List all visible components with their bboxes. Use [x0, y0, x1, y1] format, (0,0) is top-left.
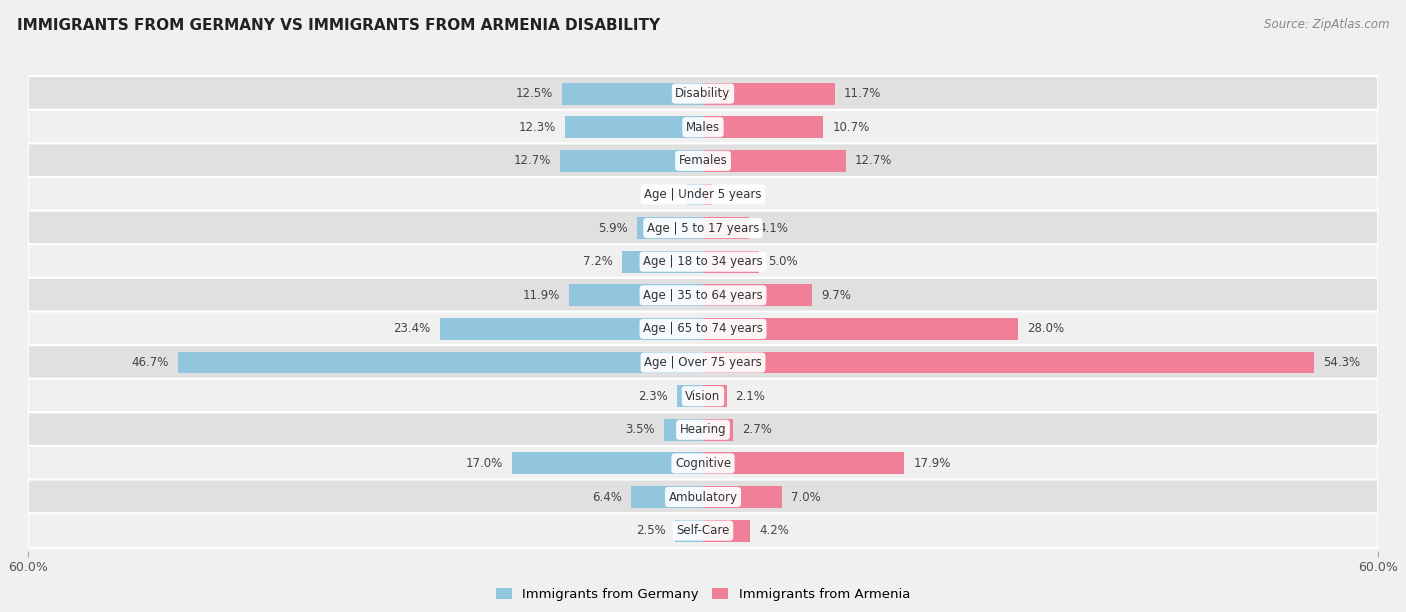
Bar [512, 452, 703, 474]
Text: Females: Females [679, 154, 727, 167]
Bar [562, 83, 703, 105]
Legend: Immigrants from Germany, Immigrants from Armenia: Immigrants from Germany, Immigrants from… [491, 582, 915, 606]
Bar [560, 150, 703, 172]
Bar [664, 419, 703, 441]
Text: Age | Over 75 years: Age | Over 75 years [644, 356, 762, 369]
Text: Disability: Disability [675, 87, 731, 100]
FancyBboxPatch shape [28, 345, 1378, 380]
Bar [703, 486, 782, 508]
FancyBboxPatch shape [28, 211, 1378, 245]
Bar [703, 385, 727, 407]
FancyBboxPatch shape [28, 446, 1378, 481]
Bar [703, 520, 751, 542]
Bar [703, 352, 1313, 373]
Bar [569, 285, 703, 306]
Text: Hearing: Hearing [679, 424, 727, 436]
Bar [703, 419, 734, 441]
Text: 23.4%: 23.4% [394, 323, 430, 335]
Text: Age | Under 5 years: Age | Under 5 years [644, 188, 762, 201]
FancyBboxPatch shape [28, 312, 1378, 346]
Text: 17.0%: 17.0% [465, 457, 503, 470]
Bar [678, 385, 703, 407]
FancyBboxPatch shape [28, 379, 1378, 414]
Text: Males: Males [686, 121, 720, 134]
Bar [703, 251, 759, 272]
Text: 7.2%: 7.2% [583, 255, 613, 268]
Text: Ambulatory: Ambulatory [668, 490, 738, 504]
FancyBboxPatch shape [28, 244, 1378, 279]
Text: 1.4%: 1.4% [648, 188, 678, 201]
Text: 2.3%: 2.3% [638, 390, 668, 403]
Bar [703, 285, 813, 306]
Text: 4.1%: 4.1% [758, 222, 787, 234]
Bar [703, 217, 749, 239]
Text: 2.5%: 2.5% [636, 524, 666, 537]
Text: Source: ZipAtlas.com: Source: ZipAtlas.com [1264, 18, 1389, 31]
Text: 12.5%: 12.5% [516, 87, 554, 100]
Bar [565, 116, 703, 138]
Text: 9.7%: 9.7% [821, 289, 851, 302]
FancyBboxPatch shape [28, 412, 1378, 447]
Text: 2.1%: 2.1% [735, 390, 765, 403]
Bar [703, 83, 835, 105]
Bar [440, 318, 703, 340]
Text: Age | 5 to 17 years: Age | 5 to 17 years [647, 222, 759, 234]
Bar [688, 184, 703, 206]
FancyBboxPatch shape [28, 177, 1378, 212]
Text: 46.7%: 46.7% [131, 356, 169, 369]
Text: 11.7%: 11.7% [844, 87, 882, 100]
Text: 6.4%: 6.4% [592, 490, 621, 504]
Text: 5.0%: 5.0% [768, 255, 797, 268]
FancyBboxPatch shape [28, 278, 1378, 313]
Bar [703, 318, 1018, 340]
Text: Self-Care: Self-Care [676, 524, 730, 537]
FancyBboxPatch shape [28, 76, 1378, 111]
Text: 7.0%: 7.0% [790, 490, 821, 504]
Text: IMMIGRANTS FROM GERMANY VS IMMIGRANTS FROM ARMENIA DISABILITY: IMMIGRANTS FROM GERMANY VS IMMIGRANTS FR… [17, 18, 659, 34]
Bar [621, 251, 703, 272]
Text: 4.2%: 4.2% [759, 524, 789, 537]
Bar [637, 217, 703, 239]
Text: Age | 65 to 74 years: Age | 65 to 74 years [643, 323, 763, 335]
Text: 3.5%: 3.5% [626, 424, 655, 436]
Text: 0.76%: 0.76% [720, 188, 758, 201]
Text: Age | 35 to 64 years: Age | 35 to 64 years [643, 289, 763, 302]
Bar [703, 150, 846, 172]
FancyBboxPatch shape [28, 513, 1378, 548]
Bar [631, 486, 703, 508]
Text: Age | 18 to 34 years: Age | 18 to 34 years [643, 255, 763, 268]
Text: 28.0%: 28.0% [1026, 323, 1064, 335]
Text: 12.7%: 12.7% [513, 154, 551, 167]
FancyBboxPatch shape [28, 110, 1378, 144]
Bar [703, 184, 711, 206]
Text: 5.9%: 5.9% [598, 222, 627, 234]
FancyBboxPatch shape [28, 143, 1378, 178]
Text: 10.7%: 10.7% [832, 121, 869, 134]
Bar [703, 116, 824, 138]
Bar [703, 452, 904, 474]
Text: 54.3%: 54.3% [1323, 356, 1360, 369]
Text: Cognitive: Cognitive [675, 457, 731, 470]
Bar [675, 520, 703, 542]
Text: 12.3%: 12.3% [519, 121, 555, 134]
Text: 12.7%: 12.7% [855, 154, 893, 167]
Text: 2.7%: 2.7% [742, 424, 772, 436]
Text: Vision: Vision [685, 390, 721, 403]
Text: 11.9%: 11.9% [523, 289, 560, 302]
FancyBboxPatch shape [28, 480, 1378, 515]
Bar [177, 352, 703, 373]
Text: 17.9%: 17.9% [914, 457, 950, 470]
